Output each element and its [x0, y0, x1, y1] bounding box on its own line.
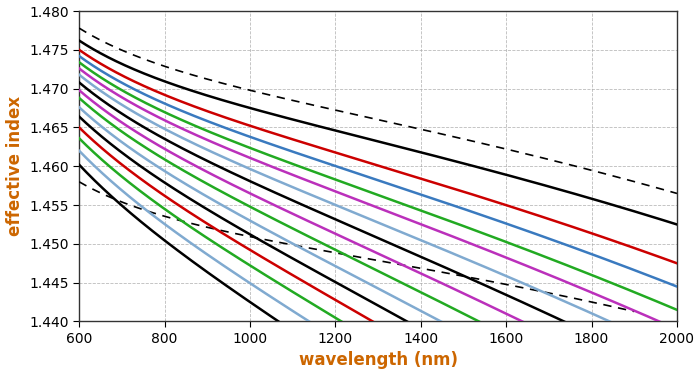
X-axis label: wavelength (nm): wavelength (nm): [298, 351, 458, 369]
Y-axis label: effective index: effective index: [6, 96, 24, 236]
